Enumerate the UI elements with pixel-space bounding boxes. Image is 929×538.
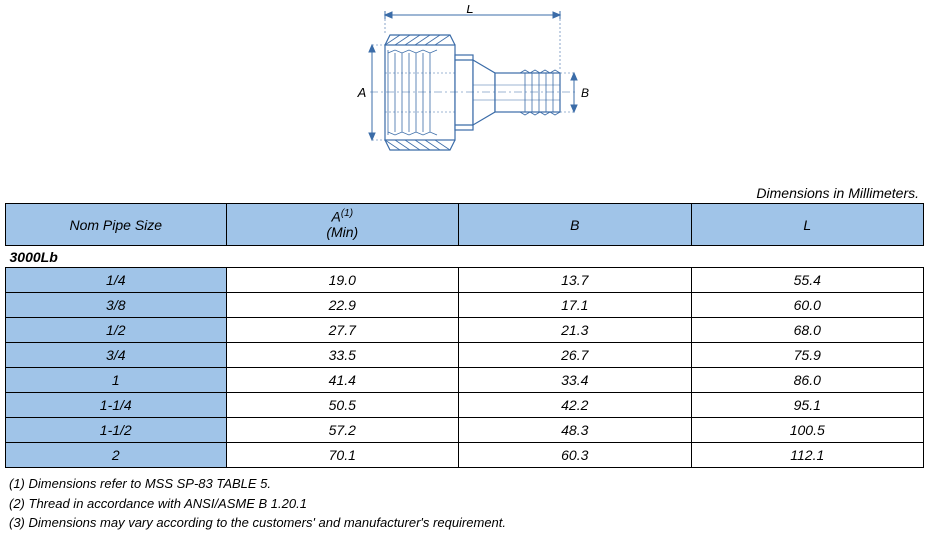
cell-l: 55.4 [691, 268, 924, 293]
dim-label-L: L [466, 5, 473, 16]
cell-a: 50.5 [226, 393, 458, 418]
cell-l: 60.0 [691, 293, 924, 318]
cell-a: 70.1 [226, 443, 458, 468]
table-row: 1/227.721.368.0 [6, 318, 924, 343]
cell-b: 42.2 [459, 393, 691, 418]
cell-a: 19.0 [226, 268, 458, 293]
cell-a: 33.5 [226, 343, 458, 368]
cell-size: 1 [6, 368, 227, 393]
table-row: 3/433.526.775.9 [6, 343, 924, 368]
table-row: 1-1/450.542.295.1 [6, 393, 924, 418]
cell-a: 27.7 [226, 318, 458, 343]
cell-size: 1/2 [6, 318, 227, 343]
footnote-line: (1) Dimensions refer to MSS SP-83 TABLE … [5, 474, 924, 494]
footnotes: (1) Dimensions refer to MSS SP-83 TABLE … [5, 474, 924, 533]
header-a-main: A [331, 209, 340, 225]
footnote-line: (3) Dimensions may vary according to the… [5, 513, 924, 533]
table-header-row: Nom Pipe Size A(1) (Min) B L [6, 204, 924, 246]
units-label: Dimensions in Millimeters. [5, 185, 919, 201]
table-row: 270.160.3112.1 [6, 443, 924, 468]
cell-size: 3/8 [6, 293, 227, 318]
header-b: B [459, 204, 691, 246]
cell-b: 48.3 [459, 418, 691, 443]
cell-b: 33.4 [459, 368, 691, 393]
section-label: 3000Lb [6, 246, 924, 268]
cell-b: 17.1 [459, 293, 691, 318]
cell-l: 86.0 [691, 368, 924, 393]
table-row: 141.433.486.0 [6, 368, 924, 393]
fitting-diagram: L [330, 5, 600, 180]
section-label-row: 3000Lb [6, 246, 924, 268]
header-a-sub: (Min) [326, 224, 358, 240]
cell-b: 13.7 [459, 268, 691, 293]
table-row: 1/419.013.755.4 [6, 268, 924, 293]
table-row: 1-1/257.248.3100.5 [6, 418, 924, 443]
header-l: L [691, 204, 924, 246]
cell-a: 57.2 [226, 418, 458, 443]
dimensions-table: Nom Pipe Size A(1) (Min) B L 3000Lb1/419… [5, 203, 924, 468]
cell-l: 75.9 [691, 343, 924, 368]
header-nom-pipe-size: Nom Pipe Size [6, 204, 227, 246]
header-a: A(1) (Min) [226, 204, 458, 246]
cell-b: 21.3 [459, 318, 691, 343]
dim-label-A: A [356, 85, 366, 100]
cell-a: 41.4 [226, 368, 458, 393]
cell-size: 1/4 [6, 268, 227, 293]
diagram-container: L [5, 5, 924, 180]
cell-a: 22.9 [226, 293, 458, 318]
cell-size: 1-1/4 [6, 393, 227, 418]
cell-b: 26.7 [459, 343, 691, 368]
cell-size: 1-1/2 [6, 418, 227, 443]
dim-label-B: B [580, 86, 588, 100]
cell-l: 100.5 [691, 418, 924, 443]
cell-size: 2 [6, 443, 227, 468]
cell-l: 112.1 [691, 443, 924, 468]
cell-l: 68.0 [691, 318, 924, 343]
cell-size: 3/4 [6, 343, 227, 368]
footnote-line: (2) Thread in accordance with ANSI/ASME … [5, 494, 924, 514]
header-a-sup: (1) [341, 208, 353, 219]
table-row: 3/822.917.160.0 [6, 293, 924, 318]
cell-b: 60.3 [459, 443, 691, 468]
cell-l: 95.1 [691, 393, 924, 418]
